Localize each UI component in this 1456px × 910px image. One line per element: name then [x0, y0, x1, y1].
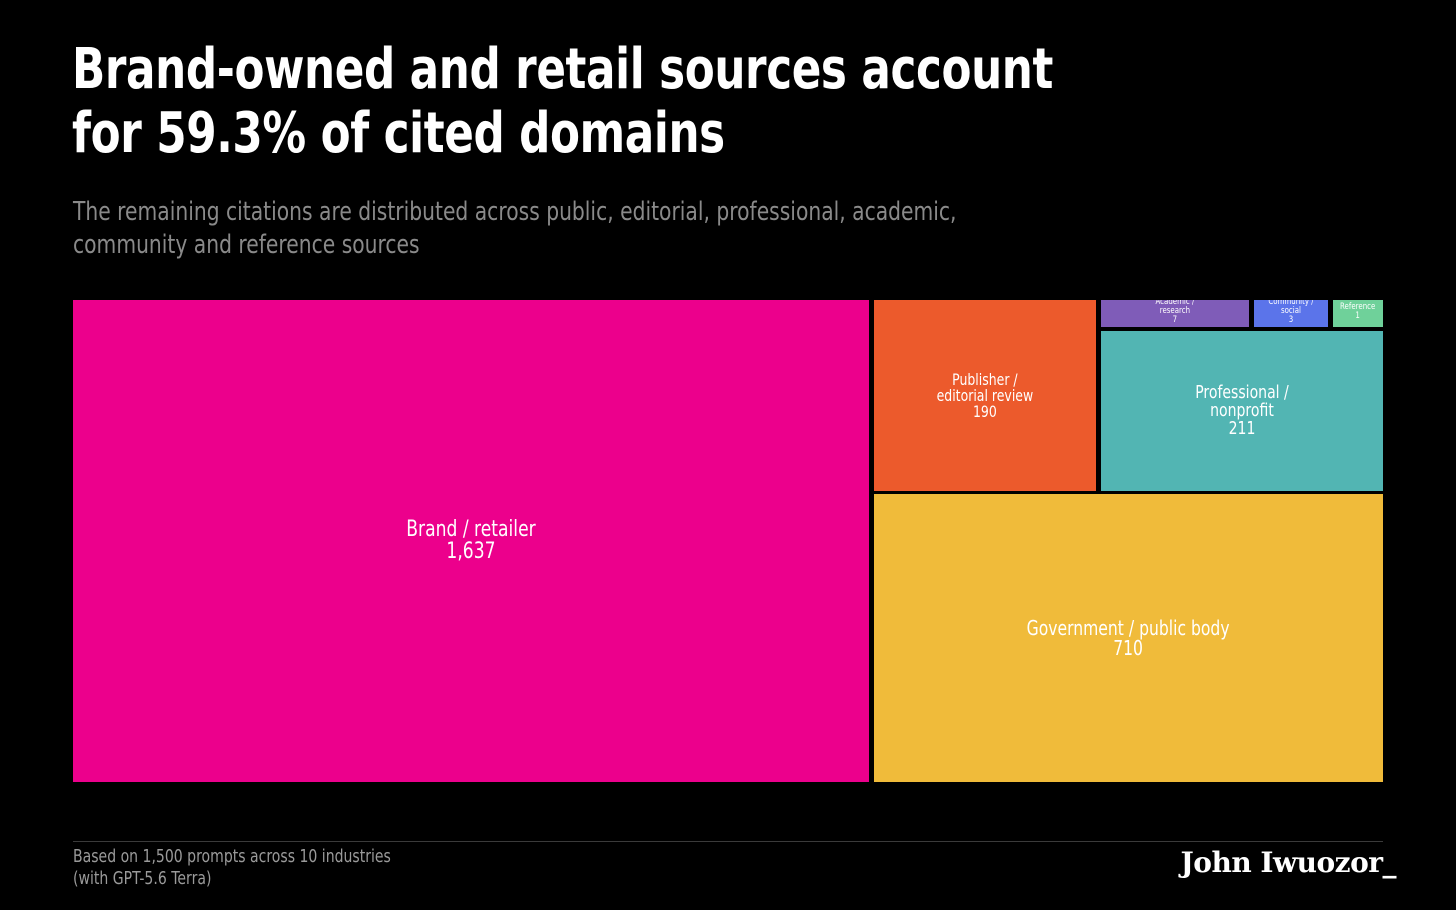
tile-label-government-public-body: Government / public body	[1027, 616, 1230, 640]
tile-label-brand-retailer: Brand / retailer	[406, 517, 536, 542]
source-note: Based on 1,500 prompts across 10 industr…	[73, 846, 463, 890]
footer-divider	[73, 841, 1383, 842]
treemap-tile-reference: Reference 1	[1333, 300, 1383, 327]
tile-label-reference: Reference	[1340, 301, 1376, 312]
treemap-tile-brand-retailer: Brand / retailer 1,637	[73, 300, 869, 782]
tile-value-government-public-body: 710	[1113, 636, 1144, 660]
chart-subtitle: The remaining citations are distributed …	[73, 197, 957, 260]
treemap-tile-community-social: Community / social 3	[1254, 300, 1328, 327]
tile-value-academic-research: 7	[1172, 315, 1178, 325]
treemap-tile-professional-nonprofit: Professional / nonprofit 211	[1101, 331, 1383, 491]
treemap-tile-academic-research: Academic / research 7	[1101, 300, 1249, 327]
tile-label-academic-research: Academic / research	[1155, 300, 1195, 316]
author-signature: John Iwuozor_	[1180, 846, 1397, 879]
treemap-tile-government-public-body: Government / public body 710	[874, 494, 1383, 782]
source-note-line-1: Based on 1,500 prompts across 10 industr…	[73, 846, 391, 867]
tile-value-reference: 1	[1355, 310, 1361, 321]
source-note-line-2: (with GPT-5.6 Terra)	[73, 868, 212, 889]
tile-value-publisher-editorial-review: 190	[973, 401, 997, 421]
tile-label-community-social: Community / social	[1268, 300, 1314, 316]
chart-title: Brand-owned and retail sources account f…	[72, 37, 1053, 166]
tile-label-publisher-editorial-review: Publisher / editorial review	[936, 369, 1034, 405]
tile-label-professional-nonprofit: Professional / nonprofit	[1195, 382, 1289, 421]
tile-value-brand-retailer: 1,637	[446, 539, 496, 564]
tile-value-professional-nonprofit: 211	[1228, 418, 1256, 439]
treemap-chart: Brand / retailer 1,637 Government / public…	[73, 300, 1383, 782]
tile-value-community-social: 3	[1288, 315, 1294, 325]
treemap-tile-publisher-editorial-review: Publisher / editorial review 190	[874, 300, 1096, 491]
